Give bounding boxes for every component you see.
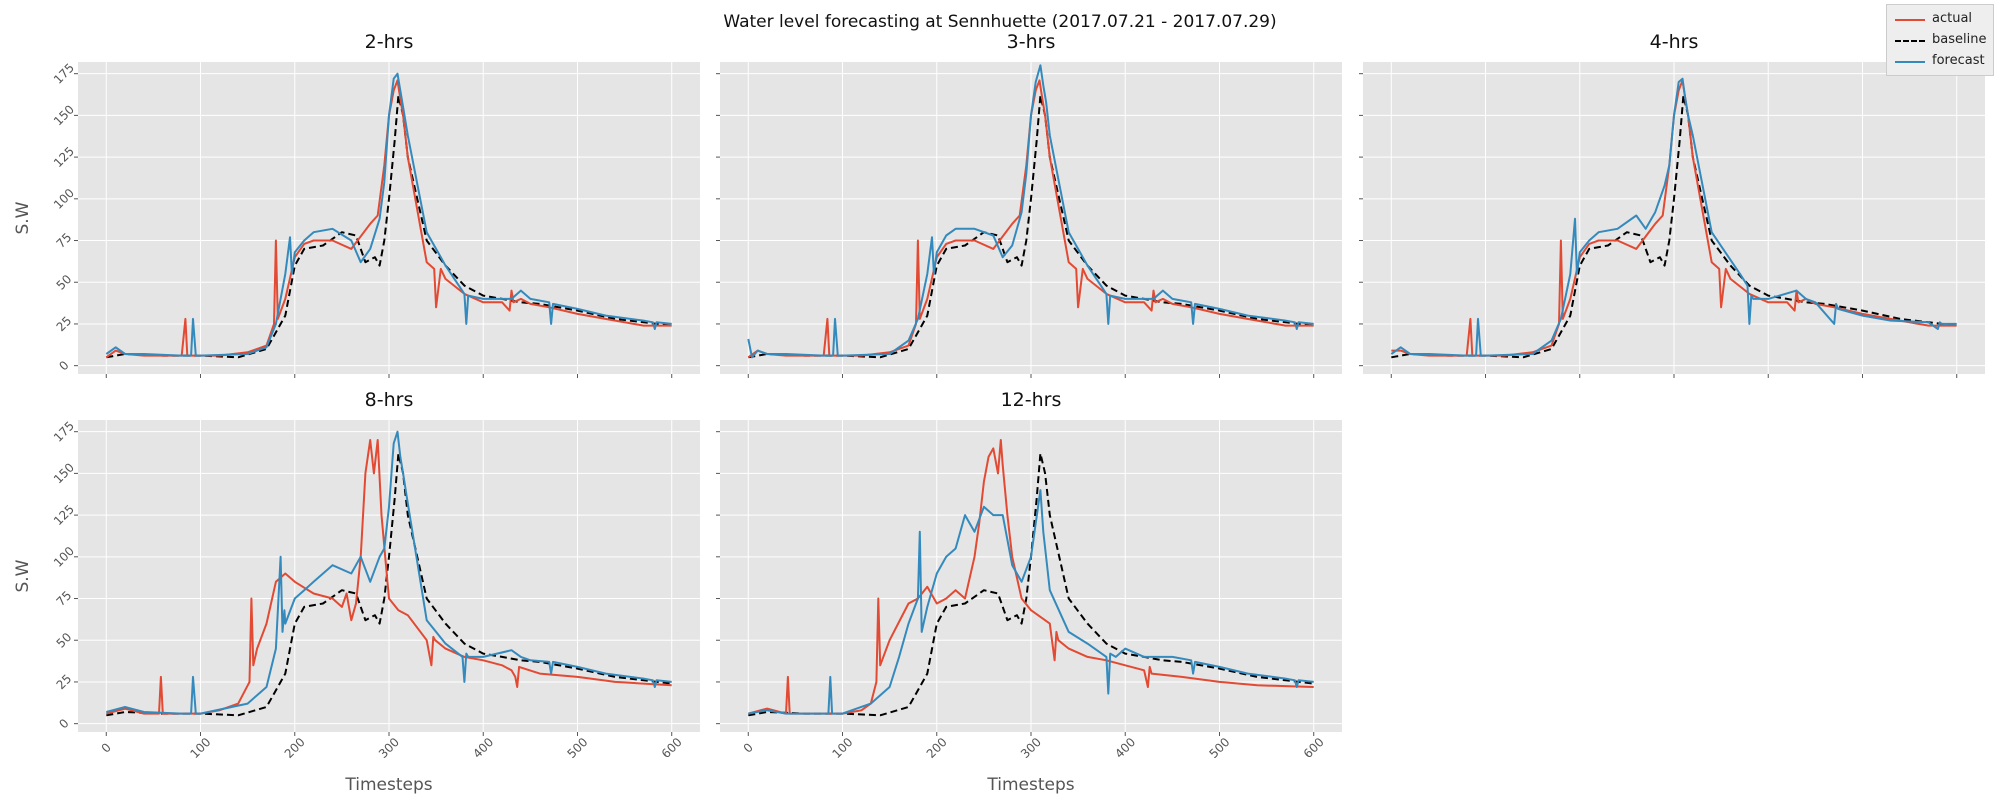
series-baseline-line	[1391, 94, 1957, 359]
y-tick-label: 100	[51, 186, 77, 212]
legend-swatch-actual	[1895, 19, 1925, 21]
y-tick-label: 150	[51, 102, 77, 128]
legend-item-actual: actual	[1887, 9, 1993, 31]
x-tick-label: 600	[659, 735, 685, 761]
y-tick-label: 175	[51, 419, 77, 445]
series-baseline-line	[106, 94, 672, 359]
series-forecast-line	[747, 64, 1314, 359]
y-tick-label: 25	[54, 672, 75, 693]
panel-2-hrs: 0 25 50 75 100 125 150 175 S.W 2-hrs	[13, 31, 700, 378]
y-axis-label: S.W	[13, 559, 33, 592]
x-tick-label: 300	[376, 735, 402, 761]
series-forecast-line	[105, 72, 672, 357]
legend-swatch-baseline	[1895, 40, 1925, 42]
panel-3-hrs: 3-hrs	[716, 31, 1342, 378]
y-tick-label: 150	[51, 460, 77, 486]
x-tick-label: 0	[99, 740, 114, 755]
series-actual-line	[106, 439, 672, 715]
legend-item-forecast: forecast	[1887, 51, 1993, 73]
y-tick-label: 0	[56, 716, 71, 731]
panel-12-hrs: 0 100 200 300 400 500 600 Timesteps 12-hrs	[716, 389, 1342, 795]
x-tick-label: 200	[924, 735, 950, 761]
y-tick-label: 175	[51, 61, 77, 87]
panel-8-hrs: 0 25 50 75 100 125 150 175 S.W 0 100 200 300 400 500 60…	[13, 389, 700, 795]
panel-title: 12-hrs	[1001, 389, 1062, 411]
chart-title: Water level forecasting at Sennhuette (2…	[723, 12, 1277, 32]
x-tick-label: 500	[1206, 735, 1232, 761]
x-tick-label: 200	[282, 735, 308, 761]
series-forecast-line	[748, 489, 1314, 715]
panel-title: 2-hrs	[365, 31, 414, 53]
x-tick-label: 0	[741, 740, 756, 755]
legend-label-baseline: baseline	[1932, 32, 1987, 47]
legend: actual baseline forecast	[1886, 4, 1994, 76]
x-tick-label: 100	[829, 735, 855, 761]
x-axis-label: Timesteps	[344, 775, 432, 795]
legend-swatch-forecast	[1895, 61, 1925, 63]
x-tick-label: 400	[1112, 735, 1138, 761]
x-tick-label: 100	[187, 735, 213, 761]
y-tick-label: 50	[54, 630, 75, 651]
panel-title: 4-hrs	[1650, 31, 1699, 53]
legend-label-forecast: forecast	[1932, 53, 1985, 68]
y-tick-label: 25	[54, 314, 75, 335]
x-tick-label: 600	[1301, 735, 1327, 761]
y-tick-label: 75	[54, 588, 75, 609]
panel-title: 8-hrs	[365, 389, 414, 411]
y-tick-label: 75	[54, 230, 75, 251]
panel-4-hrs: 4-hrs	[1359, 31, 1985, 378]
panel-title: 3-hrs	[1007, 31, 1056, 53]
legend-item-baseline: baseline	[1887, 30, 1993, 52]
x-axis-label: Timesteps	[986, 775, 1074, 795]
y-tick-label: 100	[51, 544, 77, 570]
y-tick-label: 50	[54, 272, 75, 293]
y-tick-label: 0	[56, 358, 71, 373]
y-tick-label: 125	[51, 144, 77, 170]
x-tick-label: 300	[1018, 735, 1044, 761]
series-baseline-line	[748, 452, 1314, 717]
y-tick-label: 125	[51, 502, 77, 528]
series-baseline-line	[748, 94, 1314, 359]
series-forecast-line	[1390, 77, 1957, 357]
y-axis-label: S.W	[13, 201, 33, 234]
series-forecast-line	[106, 430, 672, 715]
x-tick-label: 400	[470, 735, 496, 761]
x-tick-label: 500	[564, 735, 590, 761]
legend-label-actual: actual	[1932, 11, 1973, 26]
